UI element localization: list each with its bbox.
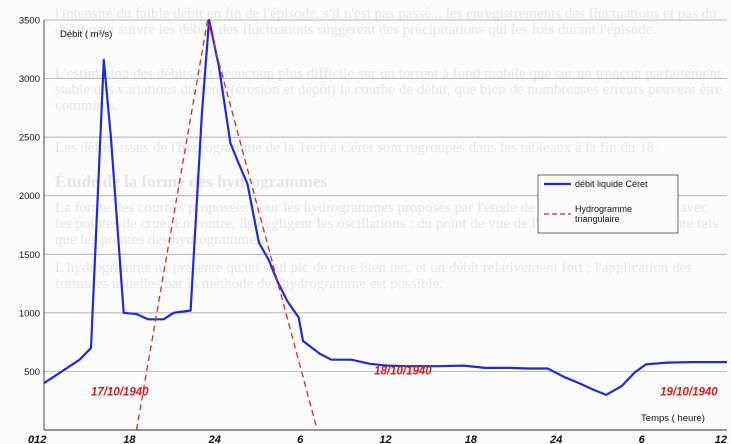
annotation-layer: 17/10/1940 18/10/1940 19/10/1940 xyxy=(91,365,718,398)
x-tick-label: 12 xyxy=(379,434,391,444)
x-tick-label: 12 xyxy=(715,434,727,444)
y-tick-label: 1500 xyxy=(19,250,40,261)
series-line-hydrogramme-triangulaire xyxy=(135,19,318,431)
legend: débit liquide Céret Hydrogramme triangula… xyxy=(537,174,679,234)
series-layer xyxy=(43,18,727,431)
x-tick-label: 18 xyxy=(123,434,136,444)
x-tick-label: 6 xyxy=(639,434,646,444)
x-tick-label: 24 xyxy=(549,434,562,444)
y-tick-label: 3500 xyxy=(19,16,40,27)
y-tick-label: 2500 xyxy=(19,133,40,144)
y-tick-label: 500 xyxy=(24,367,40,378)
y-axis-label: Débit ( m³/s) xyxy=(60,29,112,40)
legend-label-line: triangulaire xyxy=(575,214,620,224)
x-tick-label: 6 xyxy=(297,434,304,444)
y-tick-label: 3000 xyxy=(19,74,40,85)
grid-lines xyxy=(44,19,727,372)
legend-label-line: Hydrogramme xyxy=(575,204,632,214)
legend-label-hydrogramme: Hydrogramme triangulaire xyxy=(575,204,632,224)
date-label: 19/10/1940 xyxy=(660,386,718,398)
x-tick-label: 24 xyxy=(208,434,221,444)
x-axis-label: Temps ( heure) xyxy=(641,413,705,424)
legend-label-debit: débit liquide Céret xyxy=(575,179,648,189)
x-axis: 012 18 24 6 12 18 24 6 12 xyxy=(28,429,727,444)
series-line-debit-liquide xyxy=(43,18,727,396)
date-label: 18/10/1940 xyxy=(374,365,432,377)
x-tick-label: 18 xyxy=(465,434,478,444)
y-axis: 500 1000 1500 2000 2500 3000 3500 xyxy=(19,16,45,430)
date-label: 17/10/1940 xyxy=(91,386,149,398)
x-tick-label: 012 xyxy=(28,434,46,444)
y-tick-label: 1000 xyxy=(19,308,40,319)
y-tick-label: 2000 xyxy=(19,191,40,202)
